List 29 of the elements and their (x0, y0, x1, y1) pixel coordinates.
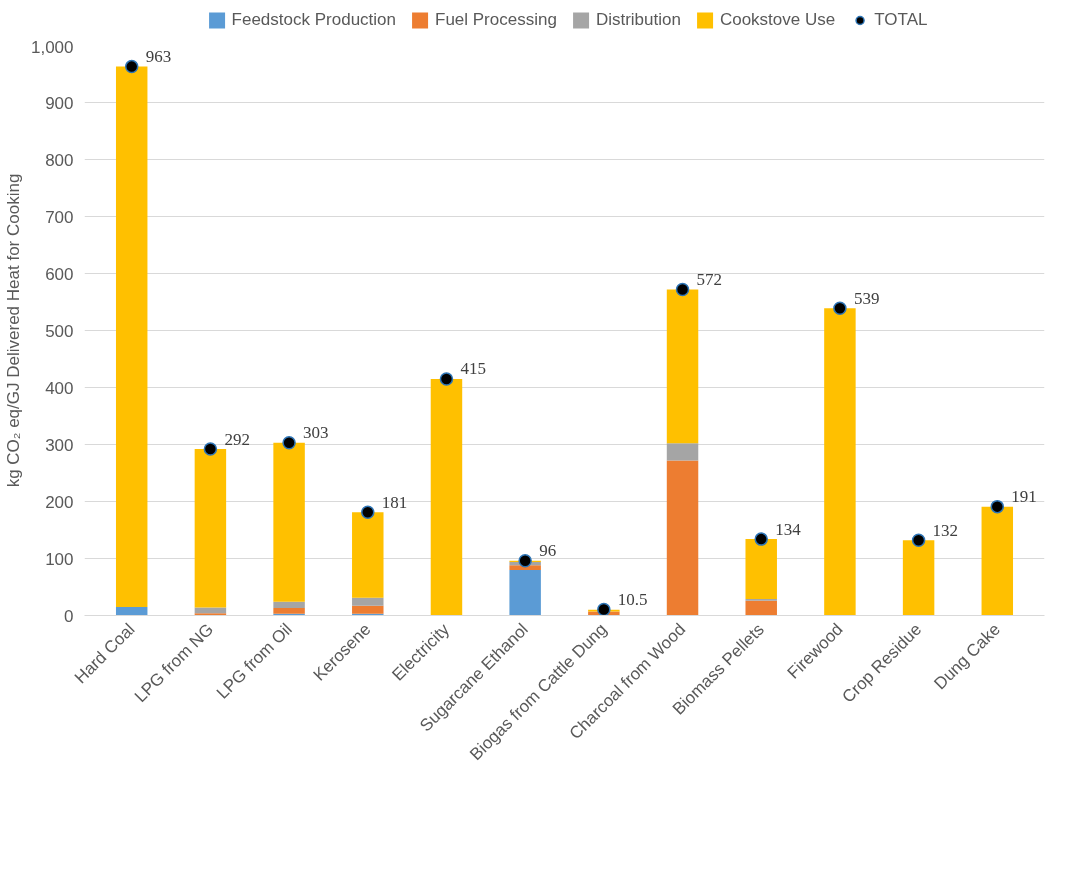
data-label: 539 (853, 288, 880, 308)
data-label: 96 (539, 541, 557, 561)
data-label: 303 (303, 423, 329, 443)
data-label: 415 (460, 359, 486, 379)
data-label: 10.5 (617, 590, 648, 610)
data-label: 134 (775, 519, 802, 539)
y-tick-label: 100 (45, 549, 74, 569)
y-tick-label: 900 (45, 93, 74, 113)
legend-label: Distribution (595, 10, 681, 30)
y-axis-title: kg CO₂ eq/GJ Delivered Heat for Cooking (3, 173, 23, 488)
legend-label: Cookstove Use (719, 10, 836, 30)
y-tick-label: 0 (64, 606, 74, 626)
data-label: 132 (932, 520, 959, 540)
legend-label: Feedstock Production (231, 10, 396, 30)
legend-label: Fuel Processing (434, 10, 557, 30)
y-tick-label: 400 (45, 378, 74, 398)
data-label: 181 (381, 492, 408, 512)
data-label: 963 (145, 47, 172, 67)
y-tick-label: 600 (45, 264, 74, 284)
y-tick-label: 500 (45, 321, 74, 341)
legend-label: TOTAL (874, 10, 928, 30)
y-tick-label: 300 (45, 435, 74, 455)
data-label: 292 (224, 429, 250, 449)
y-tick-label: 200 (45, 492, 74, 512)
y-tick-label: 1,000 (30, 37, 74, 57)
data-label: 572 (696, 269, 723, 289)
y-tick-label: 700 (45, 207, 74, 227)
data-label: 191 (1011, 487, 1037, 507)
y-tick-label: 800 (45, 150, 74, 170)
